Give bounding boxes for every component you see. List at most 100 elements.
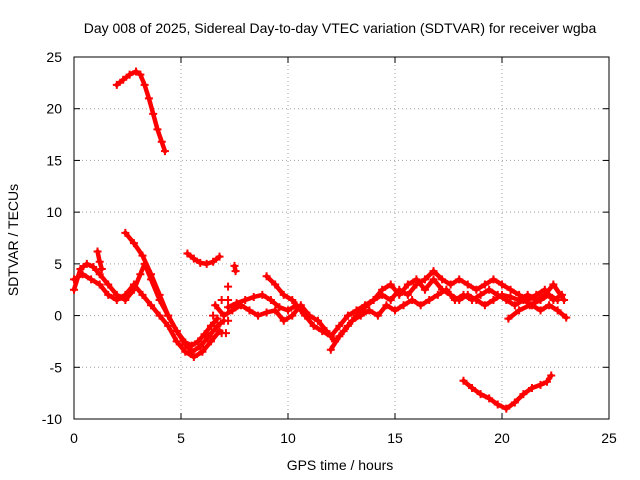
data-point xyxy=(296,306,305,315)
data-point xyxy=(403,280,412,289)
data-point xyxy=(399,301,408,310)
data-point xyxy=(215,252,224,261)
data-point xyxy=(181,347,190,356)
data-point xyxy=(498,290,506,299)
series-segment-1 xyxy=(112,67,169,156)
data-point xyxy=(153,125,162,134)
data-point xyxy=(224,303,233,312)
x-tick-label: 0 xyxy=(70,430,78,446)
data-point xyxy=(189,254,198,263)
data-point xyxy=(386,296,395,305)
data-point xyxy=(202,259,211,268)
data-point xyxy=(403,290,412,299)
data-point xyxy=(76,265,85,274)
data-point xyxy=(95,280,104,289)
data-point xyxy=(525,301,534,310)
y-tick-label: 10 xyxy=(46,204,62,220)
data-point xyxy=(213,314,222,323)
data-point xyxy=(245,306,254,315)
data-point xyxy=(95,270,104,279)
data-point xyxy=(219,311,228,320)
x-tick-label: 15 xyxy=(387,430,403,446)
data-point xyxy=(204,332,213,341)
data-point xyxy=(157,137,166,146)
y-tick-label: 15 xyxy=(46,152,62,168)
data-point xyxy=(322,327,331,336)
data-point xyxy=(536,306,545,315)
data-point xyxy=(420,275,429,284)
data-point xyxy=(125,70,134,79)
grid xyxy=(74,57,609,419)
data-point xyxy=(138,251,147,260)
data-point xyxy=(408,296,417,305)
data-point xyxy=(506,292,515,301)
data-layer xyxy=(70,67,571,413)
y-tick-label: 25 xyxy=(46,49,62,65)
data-point xyxy=(104,290,113,299)
data-point xyxy=(305,311,314,320)
data-point xyxy=(262,272,271,281)
series-segment-7 xyxy=(230,261,240,276)
x-tick-label: 25 xyxy=(601,430,617,446)
data-point xyxy=(562,313,571,322)
data-point xyxy=(262,308,271,317)
data-point xyxy=(335,332,344,341)
data-point xyxy=(149,109,158,118)
data-point xyxy=(288,311,297,320)
data-point xyxy=(382,301,391,310)
data-point xyxy=(87,275,96,284)
x-axis-label: GPS time / hours xyxy=(287,457,394,473)
data-point xyxy=(510,398,519,407)
data-point xyxy=(416,301,425,310)
data-point xyxy=(326,345,335,354)
series-line xyxy=(461,373,554,411)
series-segment-13 xyxy=(459,371,556,413)
data-point xyxy=(373,311,382,320)
data-point xyxy=(395,290,404,299)
data-point xyxy=(78,270,87,279)
data-point xyxy=(136,270,145,279)
series-segment-12 xyxy=(504,290,562,323)
data-point xyxy=(523,290,532,299)
data-point xyxy=(231,267,240,276)
data-point xyxy=(209,257,218,266)
data-point xyxy=(412,275,421,284)
data-point xyxy=(284,306,292,315)
data-point xyxy=(95,257,104,266)
data-point xyxy=(485,394,494,403)
data-point xyxy=(129,239,138,248)
data-point xyxy=(209,311,218,320)
series-segment-11 xyxy=(326,275,569,354)
data-point xyxy=(198,347,207,356)
data-point xyxy=(147,301,156,310)
data-point xyxy=(236,301,245,310)
data-point xyxy=(459,376,468,385)
data-point xyxy=(196,258,205,267)
data-point xyxy=(391,306,399,315)
data-point xyxy=(206,321,215,330)
data-point xyxy=(119,75,128,84)
data-point xyxy=(132,67,141,76)
data-point xyxy=(249,292,258,301)
data-point xyxy=(138,290,147,299)
data-point xyxy=(140,259,149,268)
data-point xyxy=(455,296,464,305)
series-line xyxy=(328,277,567,352)
data-point xyxy=(429,267,438,276)
data-point xyxy=(194,337,203,346)
data-point xyxy=(343,321,352,330)
data-point xyxy=(112,80,121,89)
y-tick-label: -5 xyxy=(50,359,63,375)
data-point xyxy=(104,280,113,289)
chart-title: Day 008 of 2025, Sidereal Day-to-day VTE… xyxy=(84,20,597,36)
series-segment-6 xyxy=(183,249,224,268)
data-point xyxy=(121,290,130,299)
data-point xyxy=(480,280,489,289)
data-point xyxy=(553,306,562,315)
data-point xyxy=(221,329,230,338)
data-point xyxy=(164,321,173,330)
data-point xyxy=(288,296,297,305)
data-point xyxy=(506,285,515,294)
data-point xyxy=(196,342,205,351)
data-point xyxy=(200,330,209,339)
